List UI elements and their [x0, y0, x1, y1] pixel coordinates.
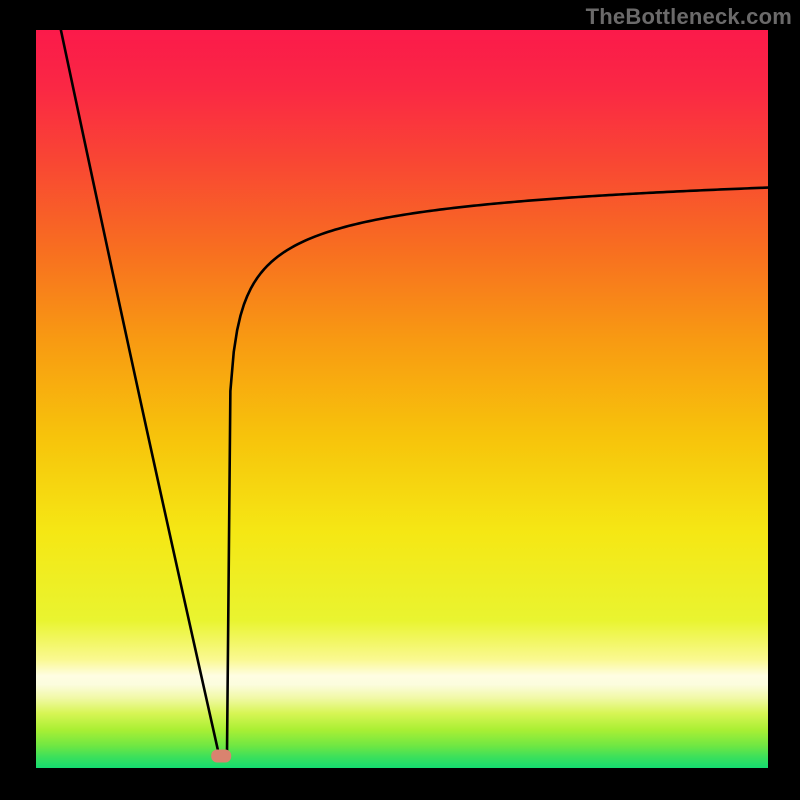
watermark-text: TheBottleneck.com [586, 4, 792, 30]
figure-root: TheBottleneck.com [0, 0, 800, 800]
heat-gradient-area [36, 30, 768, 768]
bottleneck-chart [0, 0, 800, 800]
valley-marker [211, 750, 231, 763]
